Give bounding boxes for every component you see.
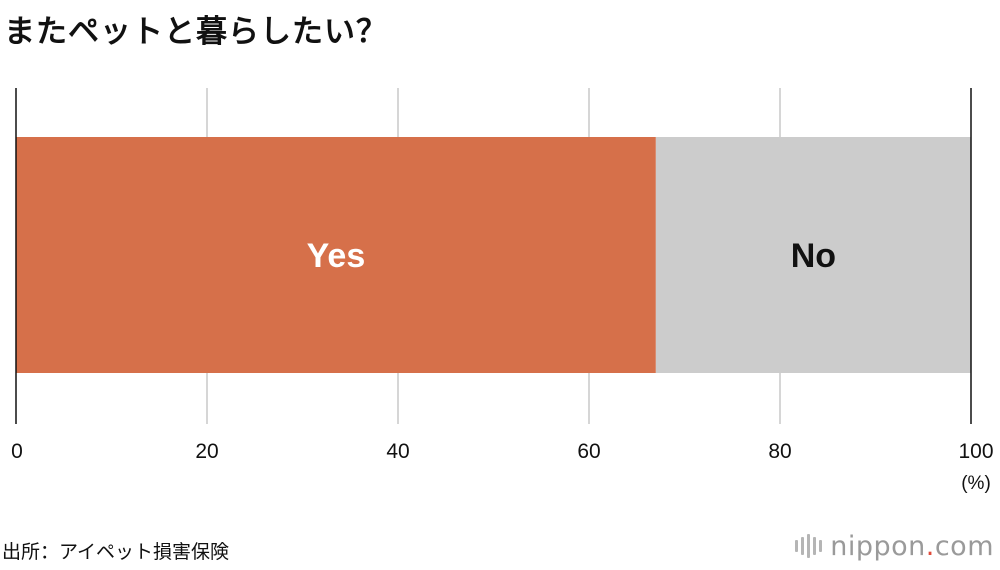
brand-wordmark: nippon.com <box>830 531 994 562</box>
source-note: 出所：アイペット損害保険 <box>2 541 230 563</box>
axis-unit-label: (%) <box>961 473 991 494</box>
tick-label-60: 60 <box>577 440 600 463</box>
stacked-bar-chart: Yes No 0 20 40 60 80 100 (%) <box>11 88 994 494</box>
chart-title: またペットと暮らしたい？ <box>4 14 388 50</box>
bar-segment-yes <box>16 137 656 373</box>
brand-suffix: com <box>934 530 994 562</box>
bar-segment-no <box>655 137 971 373</box>
segment-label-no: No <box>791 237 836 275</box>
tick-label-40: 40 <box>386 440 409 463</box>
tick-label-20: 20 <box>195 440 218 463</box>
brand-logo: nippon.com <box>795 526 994 566</box>
tick-label-0: 0 <box>11 440 23 463</box>
brand-name: nippon <box>830 530 926 562</box>
segment-label-yes: Yes <box>307 237 366 275</box>
nippon-logo-icon <box>795 534 823 558</box>
brand-dot: . <box>925 530 935 562</box>
tick-label-100: 100 <box>958 440 993 463</box>
tick-label-80: 80 <box>768 440 791 463</box>
